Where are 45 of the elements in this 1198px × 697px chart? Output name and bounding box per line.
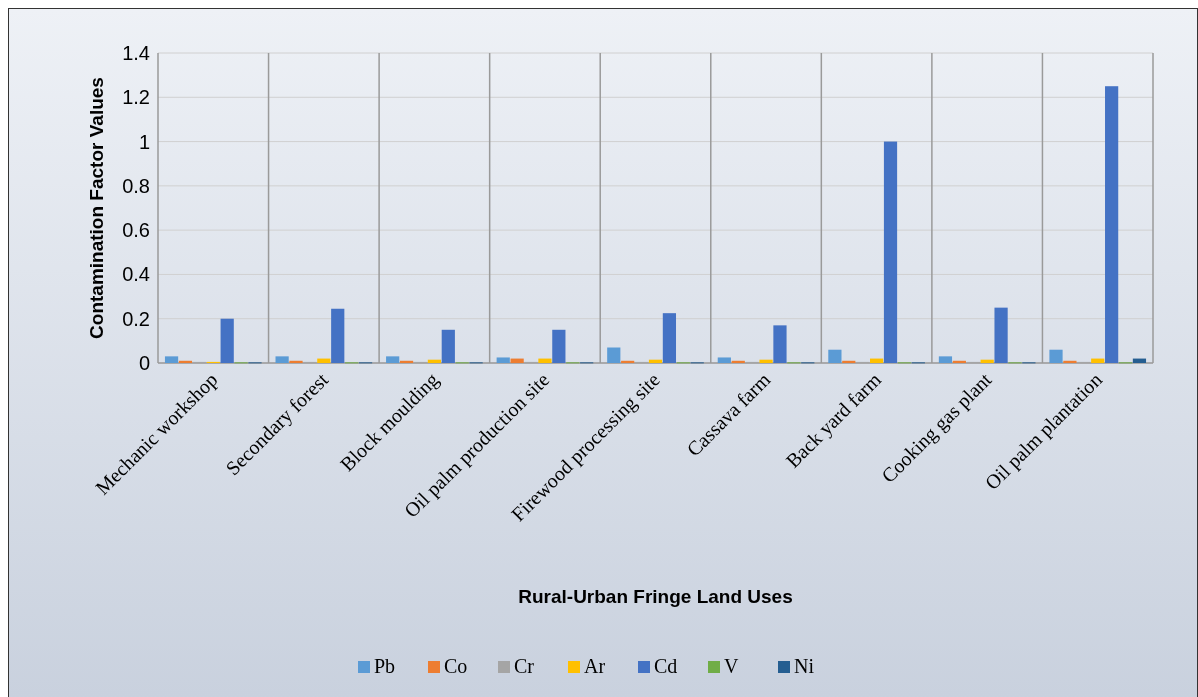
bar [289,360,303,363]
bar [938,356,953,363]
bar [441,329,455,363]
bar [662,313,677,363]
bar [731,360,745,363]
bar [883,141,898,363]
bar [496,357,510,363]
legend-label: Co [444,655,468,677]
y-tick-label: 1 [138,130,150,153]
y-tick-label: 0.8 [122,174,150,197]
legend-label: Cd [654,655,678,677]
bar [1063,360,1077,363]
bar [1105,86,1119,363]
bar [178,360,193,363]
bar [952,360,966,363]
y-tick-label: 0.6 [122,219,150,242]
y-tick-label: 1.2 [122,86,150,109]
bar [1049,349,1063,363]
bar [621,360,635,363]
y-tick-label: 0 [138,352,150,374]
legend-label: Ar [584,655,606,677]
y-axis-title: Contamination Factor Values [86,77,107,339]
bar [399,360,414,363]
x-axis-title: Rural-Urban Fringe Land Uses [518,586,793,607]
legend-label: V [724,655,739,677]
legend-label: Pb [374,655,396,677]
y-tick-label: 0.4 [122,263,150,286]
bar [994,307,1008,363]
bar [773,325,787,363]
bar [717,357,731,363]
bar [331,308,345,363]
bar [607,347,621,363]
bar [538,358,552,363]
bar [220,318,234,363]
bar [828,349,842,363]
y-tick-label: 0.2 [122,307,150,330]
legend-label: Cr [514,655,535,677]
bar [759,359,773,363]
bar [842,360,856,363]
bar [552,329,566,363]
bar [386,356,400,363]
bar [164,356,179,363]
y-tick-label: 1.4 [122,42,150,64]
legend-label: Ni [794,655,815,677]
bar [275,356,289,363]
